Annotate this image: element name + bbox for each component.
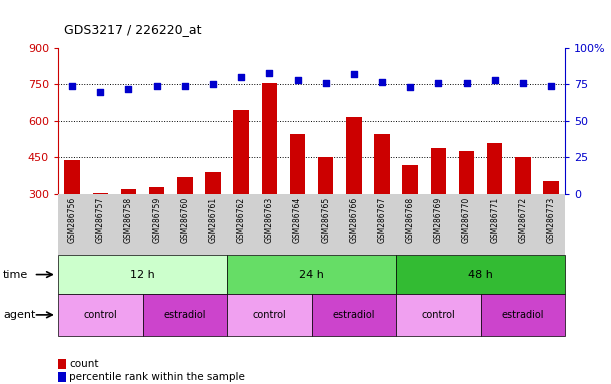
Bar xyxy=(227,255,396,294)
Text: estradiol: estradiol xyxy=(332,310,375,320)
Bar xyxy=(58,255,227,294)
Text: GSM286766: GSM286766 xyxy=(349,197,359,243)
Point xyxy=(208,81,218,88)
Point xyxy=(434,80,444,86)
Bar xyxy=(543,180,559,267)
Point xyxy=(67,83,77,89)
Point xyxy=(152,83,161,89)
Bar xyxy=(227,294,312,336)
Point xyxy=(236,74,246,80)
Bar xyxy=(205,172,221,267)
Point xyxy=(462,80,472,86)
Text: GSM286758: GSM286758 xyxy=(124,197,133,243)
Point xyxy=(180,83,189,89)
Bar xyxy=(121,189,136,267)
Bar xyxy=(149,187,164,267)
Text: control: control xyxy=(252,310,286,320)
Text: GSM286761: GSM286761 xyxy=(208,197,218,243)
Text: GSM286770: GSM286770 xyxy=(462,197,471,243)
Text: GSM286765: GSM286765 xyxy=(321,197,330,243)
Bar xyxy=(515,157,531,267)
Text: 48 h: 48 h xyxy=(468,270,493,280)
Bar xyxy=(262,83,277,267)
Bar xyxy=(233,110,249,267)
Text: GSM286767: GSM286767 xyxy=(378,197,387,243)
Bar xyxy=(318,157,334,267)
Point xyxy=(123,86,133,92)
Text: GDS3217 / 226220_at: GDS3217 / 226220_at xyxy=(64,23,202,36)
Text: time: time xyxy=(3,270,28,280)
Bar xyxy=(431,148,446,267)
Bar xyxy=(58,294,142,336)
Point xyxy=(349,71,359,77)
Bar xyxy=(481,294,565,336)
Bar xyxy=(64,160,80,267)
Text: GSM286763: GSM286763 xyxy=(265,197,274,243)
Text: 12 h: 12 h xyxy=(130,270,155,280)
Bar xyxy=(177,177,192,267)
Text: control: control xyxy=(84,310,117,320)
Text: percentile rank within the sample: percentile rank within the sample xyxy=(69,372,245,382)
Text: GSM286769: GSM286769 xyxy=(434,197,443,243)
Bar xyxy=(403,165,418,267)
Text: GSM286756: GSM286756 xyxy=(68,197,76,243)
Point xyxy=(546,83,556,89)
Point xyxy=(377,78,387,84)
Text: GSM286762: GSM286762 xyxy=(236,197,246,243)
Text: 24 h: 24 h xyxy=(299,270,324,280)
Bar xyxy=(290,134,306,267)
Text: GSM286773: GSM286773 xyxy=(547,197,555,243)
Text: GSM286759: GSM286759 xyxy=(152,197,161,243)
Bar xyxy=(459,151,474,267)
Point xyxy=(490,77,500,83)
Bar xyxy=(142,294,227,336)
Text: GSM286764: GSM286764 xyxy=(293,197,302,243)
Bar xyxy=(396,255,565,294)
Text: GSM286757: GSM286757 xyxy=(96,197,105,243)
Point xyxy=(265,70,274,76)
Text: agent: agent xyxy=(3,310,35,320)
Bar xyxy=(346,118,362,267)
Point xyxy=(293,77,302,83)
Bar xyxy=(396,294,481,336)
Text: estradiol: estradiol xyxy=(502,310,544,320)
Bar xyxy=(312,294,396,336)
Text: GSM286772: GSM286772 xyxy=(518,197,527,243)
Bar xyxy=(487,143,502,267)
Text: GSM286768: GSM286768 xyxy=(406,197,415,243)
Point xyxy=(405,84,415,91)
Bar xyxy=(375,134,390,267)
Bar xyxy=(92,193,108,267)
Text: GSM286760: GSM286760 xyxy=(180,197,189,243)
Point xyxy=(95,89,105,95)
Point xyxy=(321,80,331,86)
Text: control: control xyxy=(422,310,455,320)
Point xyxy=(518,80,528,86)
Text: GSM286771: GSM286771 xyxy=(490,197,499,243)
Text: estradiol: estradiol xyxy=(164,310,206,320)
Text: count: count xyxy=(69,359,98,369)
